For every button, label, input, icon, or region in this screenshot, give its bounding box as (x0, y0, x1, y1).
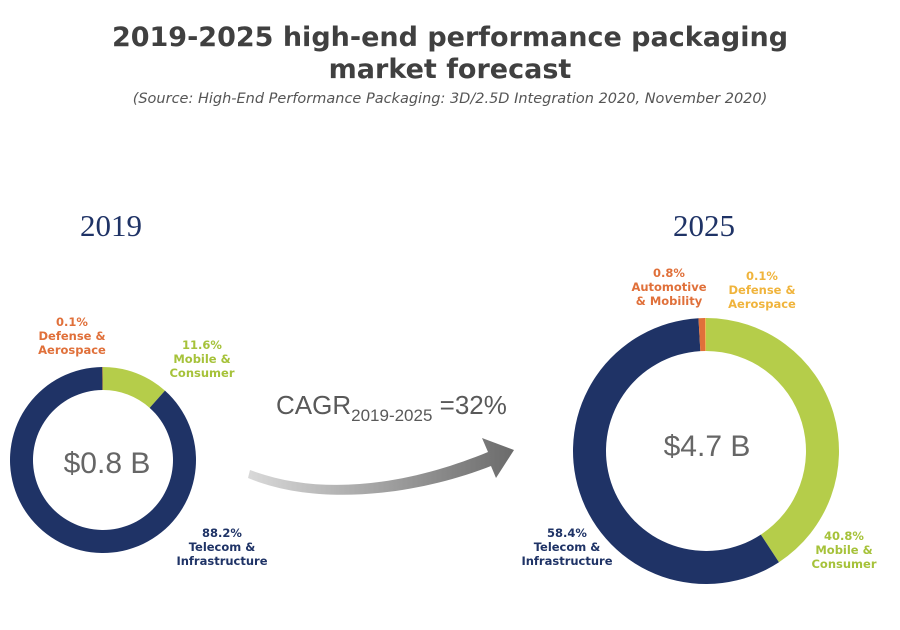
donut-2025 (573, 318, 840, 584)
cagr-label: CAGR2019-2025 =32% (276, 390, 507, 426)
name-2025-mobile-2: Consumer (811, 557, 877, 571)
cagr-value: =32% (432, 390, 507, 420)
name-2019-telecom-2: Infrastructure (176, 554, 268, 568)
name-2025-defense-1: Defense & (728, 283, 796, 297)
name-2019-telecom-1: Telecom & (188, 540, 256, 554)
label-2019-mobile: 11.6% Mobile & Consumer (160, 338, 244, 380)
title-line-1: 2019-2025 high-end performance packaging (111, 22, 789, 53)
name-2019-mobile-1: Mobile & (173, 352, 231, 366)
name-2019-mobile-2: Consumer (169, 366, 235, 380)
label-2019-defense: 0.1% Defense & Aerospace (30, 315, 114, 357)
pct-2025-telecom: 58.4% (547, 526, 587, 540)
pct-2019-defense: 0.1% (56, 315, 88, 329)
label-2025-defense: 0.1% Defense & Aerospace (722, 269, 802, 311)
growth-arrow-icon (248, 438, 514, 495)
label-2025-automotive: 0.8% Automotive & Mobility (624, 266, 714, 308)
total-2025: $4.7 B (663, 430, 751, 463)
name-2025-automotive-2: & Mobility (635, 294, 703, 308)
name-2025-mobile-1: Mobile & (815, 543, 873, 557)
label-2025-telecom: 58.4% Telecom & Infrastructure (514, 526, 620, 568)
label-2019-telecom: 88.2% Telecom & Infrastructure (170, 526, 274, 568)
slice-2019-defense (102, 367, 103, 391)
total-2019: $0.8 B (63, 447, 151, 480)
pct-2025-defense: 0.1% (746, 269, 778, 283)
title-line-2: market forecast (328, 54, 572, 85)
slice-2019-mobile (103, 367, 165, 408)
pct-2025-mobile: 40.8% (824, 529, 864, 543)
name-2025-automotive-1: Automotive (631, 280, 707, 294)
slice-2025-defense (705, 318, 706, 352)
slice-2025-automotive (698, 318, 706, 352)
name-2019-defense-2: Aerospace (38, 343, 106, 357)
pct-2019-mobile: 11.6% (182, 338, 222, 352)
name-2025-telecom-1: Telecom & (533, 540, 601, 554)
cagr-prefix: CAGR (276, 390, 352, 420)
cagr-subscript: 2019-2025 (351, 406, 433, 425)
pct-2019-telecom: 88.2% (202, 526, 242, 540)
chart-title: 2019-2025 high-end performance packaging… (0, 22, 900, 86)
slice-2025-mobile (706, 318, 840, 563)
name-2025-telecom-2: Infrastructure (521, 554, 613, 568)
source-note: (Source: High-End Performance Packaging:… (132, 91, 768, 107)
donut-2019 (10, 367, 197, 553)
pct-2025-automotive: 0.8% (653, 266, 685, 280)
year-label-2019: 2019 (80, 208, 142, 243)
label-2025-mobile: 40.8% Mobile & Consumer (800, 529, 888, 571)
name-2025-defense-2: Aerospace (728, 297, 796, 311)
slice-2025-telecom (573, 318, 779, 584)
year-label-2025: 2025 (673, 208, 735, 243)
name-2019-defense-1: Defense & (38, 329, 106, 343)
